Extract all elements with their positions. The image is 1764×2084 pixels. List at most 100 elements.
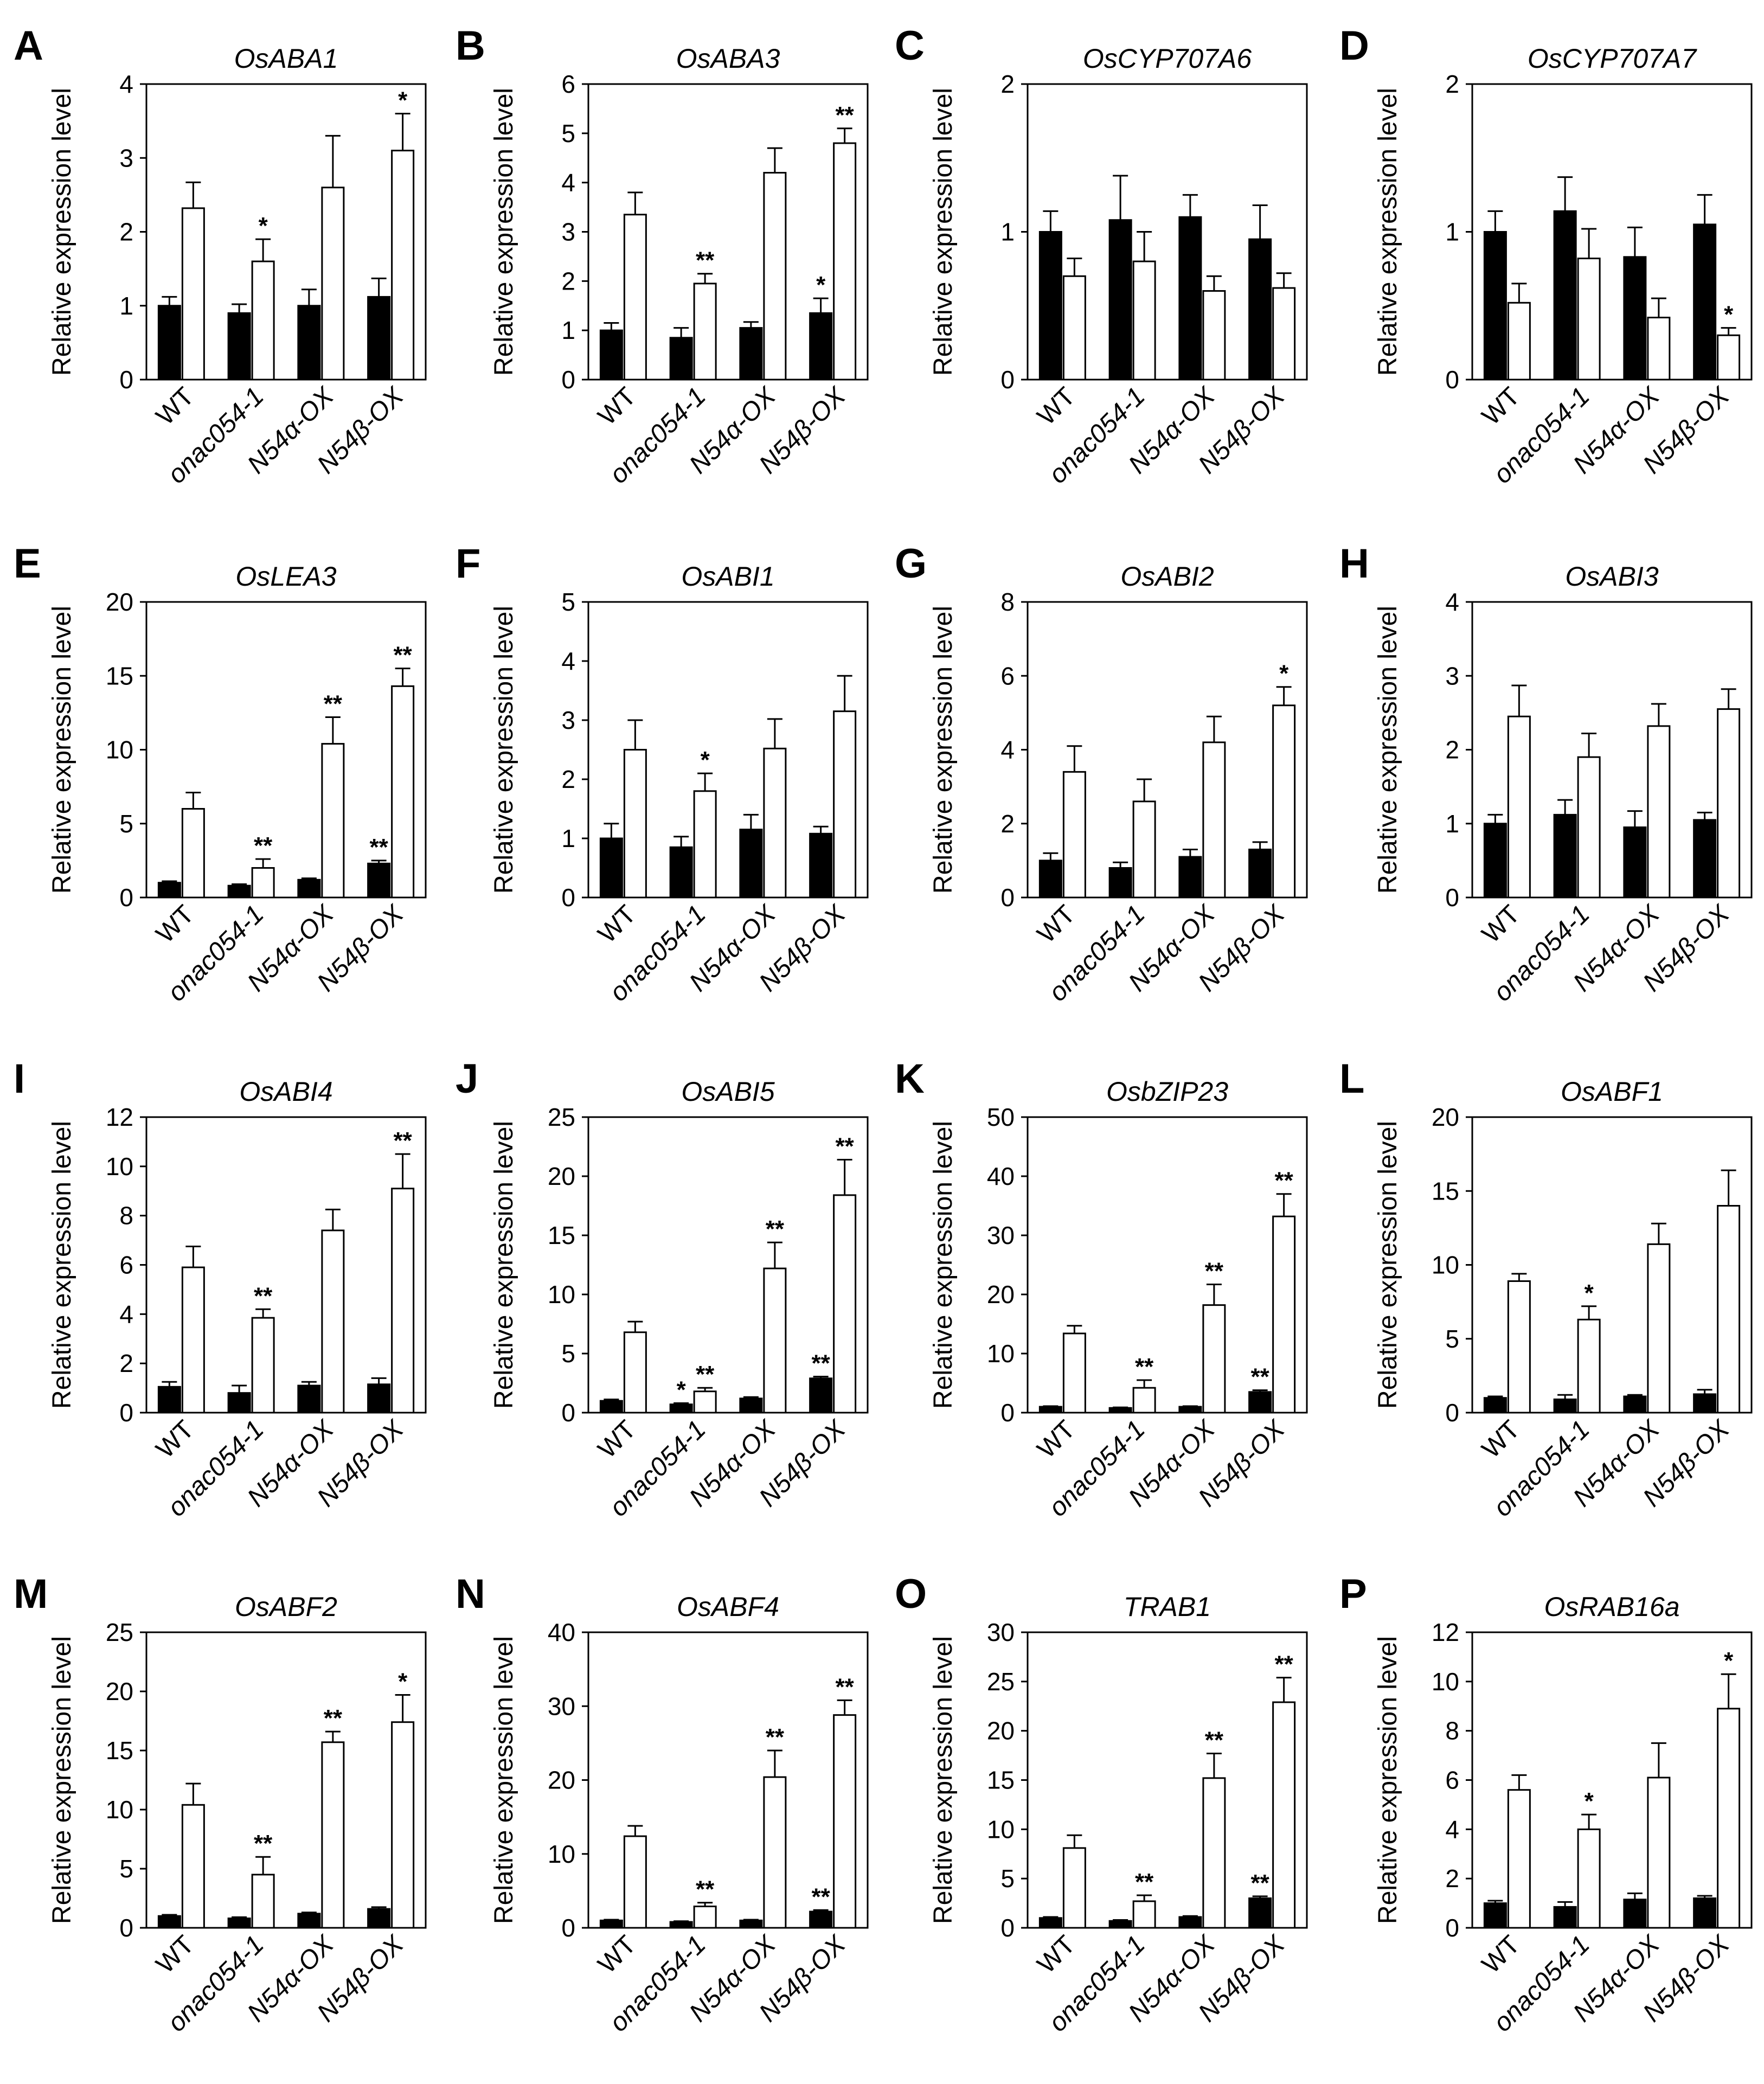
bar-filled [1483, 1397, 1507, 1414]
bar-open [1062, 1332, 1086, 1414]
y-tick-label: 6 [1000, 662, 1015, 690]
bar-filled [227, 312, 251, 381]
y-tick-label: 25 [106, 1618, 133, 1646]
chart-title: OsbZIP23 [1106, 1076, 1228, 1107]
bar-filled [1483, 823, 1507, 899]
significance-mark: ** [836, 102, 855, 129]
bar-filled [1553, 210, 1577, 381]
bar-open [1062, 275, 1086, 381]
bar-open [181, 1804, 205, 1929]
significance-mark: ** [324, 1705, 343, 1732]
y-tick-label: 0 [1445, 1914, 1459, 1942]
plot-frame [145, 601, 427, 899]
bar-filled [1623, 826, 1647, 899]
significance-mark: * [677, 1377, 687, 1403]
bar-filled [1623, 256, 1647, 381]
chart-title: OsCYP707A6 [1083, 43, 1252, 74]
x-tick-label: WT [1477, 1415, 1525, 1464]
significance-mark: ** [696, 1361, 715, 1388]
plot-frame [1471, 1631, 1753, 1929]
y-tick-label: 15 [1432, 1177, 1459, 1205]
bar-open [763, 1776, 787, 1929]
y-tick-label: 0 [561, 1914, 575, 1942]
bar-filled [1693, 223, 1717, 381]
plot-frame [1471, 1116, 1753, 1414]
y-tick-label: 30 [987, 1618, 1015, 1646]
significance-mark: * [701, 747, 710, 773]
y-tick-label: 3 [561, 218, 575, 246]
plot-frame [145, 1116, 427, 1414]
bar-filled [1553, 1398, 1577, 1414]
y-tick-label: 0 [1445, 883, 1459, 912]
bar-open [1272, 287, 1296, 381]
y-tick-label: 10 [548, 1840, 575, 1868]
y-tick-label: 2 [119, 218, 133, 246]
significance-mark: ** [394, 642, 413, 669]
y-tick-label: 15 [987, 1766, 1015, 1794]
bar-filled [669, 337, 693, 381]
significance-mark: * [1585, 1280, 1594, 1306]
bar-open [1507, 715, 1531, 899]
x-tick-label: WT [151, 1415, 200, 1464]
y-tick-label: 0 [561, 883, 575, 912]
bar-open [391, 1721, 415, 1929]
bar-open [251, 1317, 275, 1414]
y-axis-label: Relative expression level [1374, 1121, 1402, 1409]
y-tick-label: 20 [1432, 1103, 1459, 1131]
bar-filled [367, 862, 391, 899]
significance-mark: ** [1251, 1364, 1270, 1390]
panel-letter: K [895, 1056, 925, 1102]
panel-J: J OsABI5 Relative expression level 0 5 10 15 20… [456, 1056, 869, 1522]
y-tick-label: 25 [987, 1668, 1015, 1696]
bar-filled [1248, 238, 1272, 381]
y-axis-label: Relative expression level [48, 606, 76, 894]
bar-open [833, 710, 857, 899]
bar-filled [157, 1915, 181, 1929]
bar-filled [157, 1386, 181, 1414]
bar-filled [1038, 231, 1062, 381]
y-tick-label: 1 [1000, 218, 1015, 246]
bar-open [623, 749, 647, 899]
x-tick-label: WT [151, 1930, 200, 1979]
panel-L: L OsABF1 Relative expression level 0 5 10 15 20… [1339, 1056, 1753, 1522]
y-axis-label: Relative expression level [48, 1636, 76, 1924]
bar-open [1062, 1847, 1086, 1929]
bar-filled [1178, 1916, 1202, 1929]
y-tick-label: 10 [1432, 1668, 1459, 1696]
chart-title: OsABI4 [239, 1076, 332, 1107]
y-tick-label: 15 [106, 662, 133, 690]
plot-frame [145, 83, 427, 381]
panel-letter: J [456, 1056, 478, 1102]
y-tick-label: 5 [1000, 1864, 1015, 1893]
bar-filled [1248, 848, 1272, 899]
bar-open [833, 142, 857, 381]
y-axis-label: Relative expression level [48, 88, 76, 376]
y-tick-label: 0 [119, 1914, 133, 1942]
y-tick-label: 1 [561, 824, 575, 852]
panel-letter: M [14, 1571, 48, 1617]
bar-open [833, 1194, 857, 1414]
x-tick-label: WT [151, 382, 200, 431]
panel-letter: I [14, 1056, 25, 1102]
y-tick-label: 20 [106, 588, 133, 616]
chart-title: OsABI5 [681, 1076, 774, 1107]
y-axis-label: Relative expression level [929, 1636, 958, 1924]
significance-mark: ** [254, 832, 273, 859]
chart-title: OsABF4 [677, 1592, 779, 1622]
bar-filled [297, 305, 321, 381]
y-tick-label: 8 [1445, 1717, 1459, 1745]
significance-mark: ** [812, 1883, 831, 1910]
bar-filled [1553, 1906, 1577, 1929]
y-tick-label: 3 [561, 706, 575, 734]
y-tick-label: 2 [1000, 810, 1015, 838]
bar-open [1202, 1304, 1226, 1414]
y-tick-label: 30 [548, 1692, 575, 1720]
panel-O: O TRAB1 Relative expression level 0 5 10 15 20 2… [895, 1571, 1308, 2037]
plot-frame [1027, 83, 1308, 381]
bar-open [1717, 708, 1741, 899]
bar-open [623, 1331, 647, 1414]
y-tick-label: 15 [106, 1736, 133, 1765]
panel-N: N OsABF4 Relative expression level 0 10 20 30 4… [456, 1571, 869, 2037]
chart-title: OsABF1 [1561, 1076, 1663, 1107]
bar-open [181, 207, 205, 381]
